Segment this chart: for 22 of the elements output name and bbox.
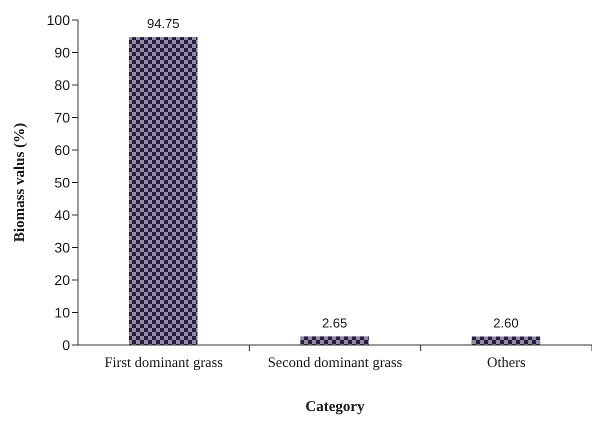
y-tick-label: 10 [54,304,70,320]
y-tick-label: 60 [54,142,70,158]
y-tick-label: 90 [54,44,70,60]
x-tick-label: Others [486,355,526,371]
data-label: 94.75 [146,16,180,32]
y-tick-label: 0 [62,336,70,353]
x-axis-title: Category [305,399,366,415]
bar [472,336,540,345]
y-tick-label: 30 [54,239,70,256]
data-label: 2.65 [322,315,348,330]
x-tick-label: Second dominant grass [268,355,403,371]
bar [129,37,198,345]
y-tick-label: 20 [54,272,70,288]
x-tick-label: First dominant grass [104,355,224,371]
data-label: 2.60 [493,316,519,331]
y-axis-title: Biomass valus (%) [12,122,28,242]
y-tick-label: 100 [46,12,70,28]
bar [300,336,369,345]
y-tick-label: 50 [54,174,70,190]
y-tick-label: 70 [54,109,70,126]
y-tick-label: 80 [54,76,70,93]
y-tick-label: 40 [54,206,70,223]
